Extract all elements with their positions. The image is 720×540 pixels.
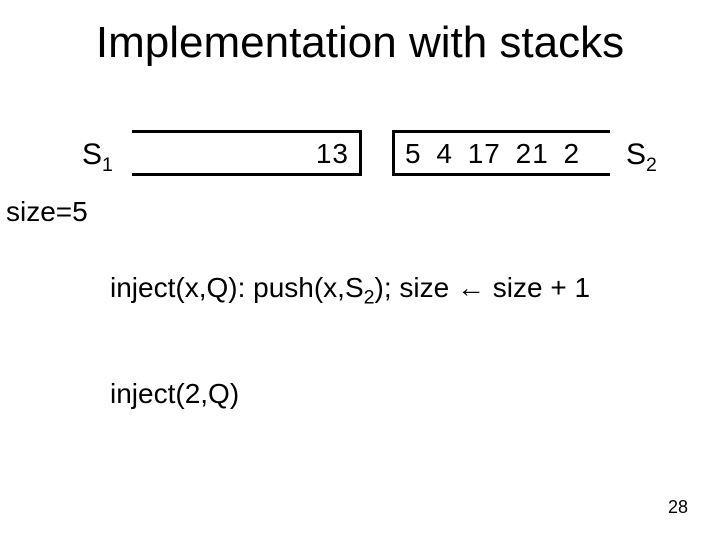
stack-s1: 13 <box>132 130 362 176</box>
inject-definition: inject(x,Q): push(x,S2); size ← size + 1 <box>110 272 590 310</box>
slide-title: Implementation with stacks <box>0 18 720 68</box>
size-label: size=5 <box>6 196 88 228</box>
stack-s1-contents: 13 <box>132 133 359 175</box>
stack-s2-label: S2 <box>626 138 657 177</box>
inject-call: inject(2,Q) <box>110 378 239 410</box>
slide-number: 28 <box>668 497 688 518</box>
stack-s2: 5 4 17 21 2 <box>392 130 610 176</box>
stack-s2-contents: 5 4 17 21 2 <box>395 133 610 175</box>
stacks-row: S1 13 5 4 17 21 2 S2 <box>0 130 720 200</box>
stack-s1-label: S1 <box>82 138 113 177</box>
